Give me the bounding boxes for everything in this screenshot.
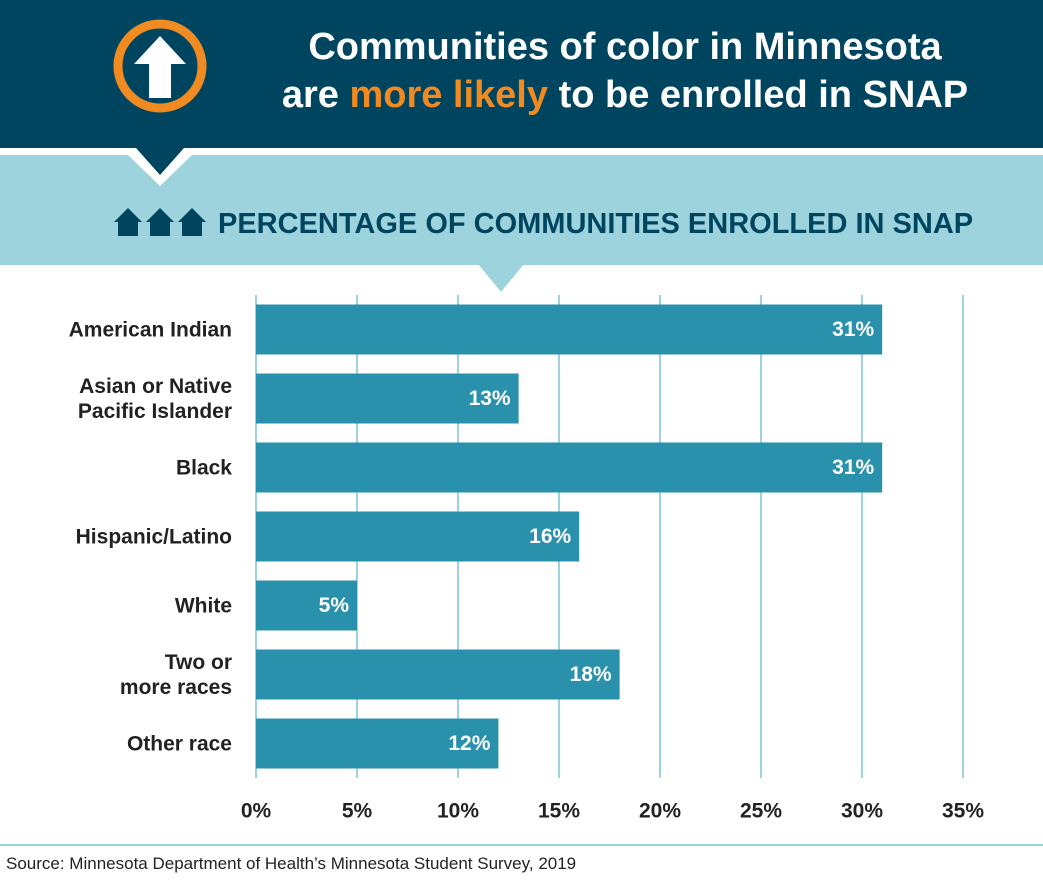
data-label: 31% — [832, 456, 874, 479]
y-tick-label: Hispanic/Latino — [75, 525, 232, 548]
data-label: 18% — [570, 663, 612, 686]
title-highlight: more likely — [349, 74, 548, 116]
subtitle: PERCENTAGE OF COMMUNITIES ENROLLED IN SN… — [218, 208, 974, 240]
x-tick-label: 5% — [342, 800, 373, 823]
subtitle-band — [0, 155, 1043, 265]
x-tick-label: 35% — [942, 800, 984, 823]
bar — [256, 649, 620, 700]
x-tick-label: 20% — [639, 800, 681, 823]
data-label: 12% — [448, 732, 490, 755]
bar — [256, 304, 883, 355]
title-text: are — [281, 74, 339, 116]
bar — [256, 580, 357, 631]
y-tick-label: Asian or Native Pacific Islander — [77, 374, 232, 423]
x-tick-label: 0% — [241, 800, 272, 823]
x-tick-label: 10% — [437, 800, 479, 823]
data-label: 16% — [529, 525, 571, 548]
x-tick-label: 15% — [538, 800, 580, 823]
bar — [256, 442, 883, 493]
y-tick-label: Two or more races — [119, 650, 232, 699]
title-line: Communities of color in Minnesota — [230, 26, 1020, 69]
arrow-icon — [134, 36, 186, 98]
bar — [256, 718, 499, 769]
data-label: 13% — [469, 387, 511, 410]
source: Source: Minnesota Department of Health’s… — [6, 854, 577, 873]
x-tick-label: 30% — [841, 800, 883, 823]
data-label: 5% — [319, 594, 350, 617]
pointer — [136, 148, 184, 175]
bar — [256, 373, 519, 424]
y-tick-label: American Indian — [68, 318, 232, 341]
y-tick-label: Other race — [126, 732, 232, 755]
pointer — [478, 264, 524, 292]
icon-circle — [113, 19, 207, 113]
data-label: 31% — [832, 318, 874, 341]
bar — [256, 511, 580, 562]
house-icons — [114, 208, 206, 236]
title-text: to be enrolled in SNAP — [558, 74, 969, 116]
title-text: Communities of color in Minnesota — [308, 26, 942, 68]
title-line: are more likely to be enrolled in SNAP — [230, 74, 1020, 117]
y-tick-label: White — [174, 594, 232, 617]
y-tick-label: Black — [175, 456, 232, 479]
x-tick-label: 25% — [740, 800, 782, 823]
